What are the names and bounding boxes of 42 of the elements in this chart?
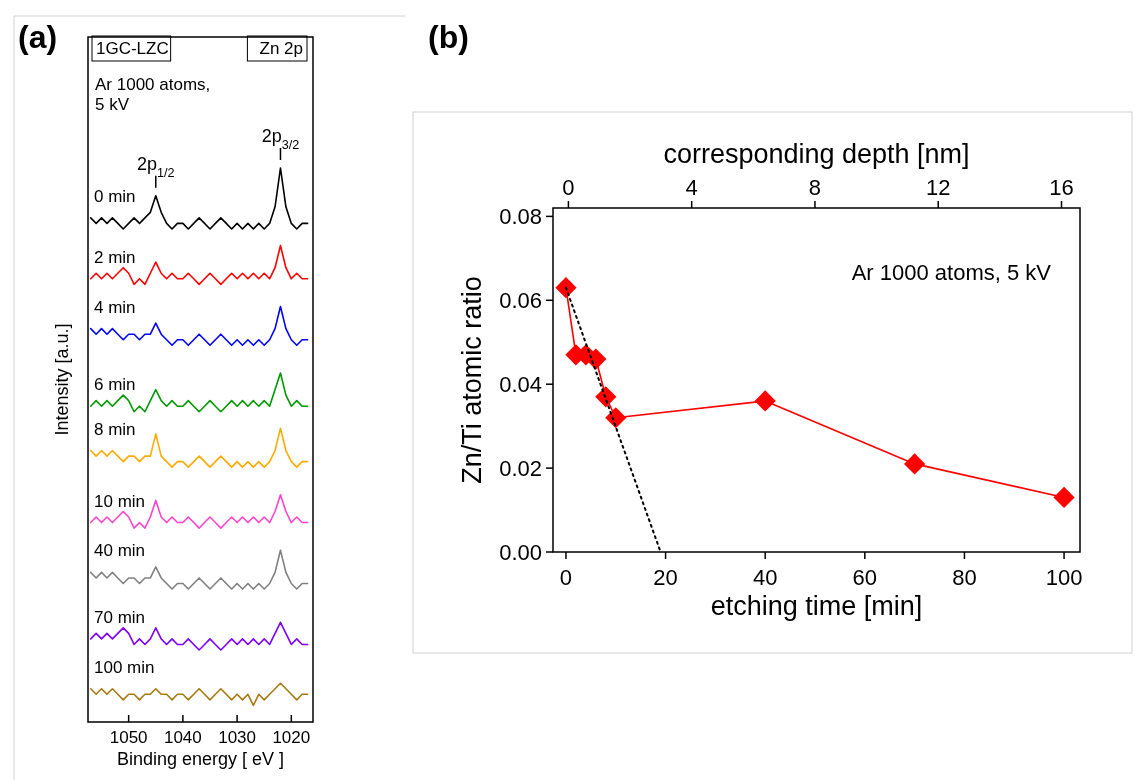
y-tick-label: 0.00 — [499, 539, 542, 565]
x-tick-label: 100 — [1045, 565, 1083, 590]
x-axis-title: etching time [min] — [710, 591, 923, 621]
x-tick-label: 80 — [952, 565, 977, 590]
text: (a) — [18, 19, 58, 55]
series-label: 40 min — [94, 541, 146, 561]
series-label: 2 min — [94, 247, 136, 267]
text: Zn 2p — [259, 39, 303, 58]
series-label: 100 min — [94, 657, 155, 677]
series-label: 0 min — [94, 186, 136, 206]
series-label: 10 min — [94, 491, 146, 511]
series-label: 4 min — [94, 297, 136, 317]
x-tick-label: 1030 — [218, 728, 257, 747]
text: 1GC-LZC — [96, 39, 169, 58]
annotation: 2p$_{3/2}$ — [261, 126, 300, 152]
series-label: 8 min — [94, 419, 136, 439]
x-axis-title: Binding energy [ eV ] — [116, 749, 285, 769]
x2-tick-label: 16 — [1049, 175, 1074, 200]
series-label: 70 min — [94, 607, 146, 627]
text: (b) — [428, 19, 469, 55]
x2-axis-title: corresponding depth [nm] — [663, 139, 970, 169]
x-tick-label: 60 — [852, 565, 878, 590]
x-tick-label: 0 — [559, 565, 573, 590]
x2-tick-label: 12 — [925, 175, 951, 200]
y-axis-title: Zn/Ti atomic ratio — [457, 276, 487, 484]
y-tick-label: 0.04 — [499, 371, 542, 397]
x-tick-label: 1040 — [163, 728, 202, 747]
y-axis-title: Intensity [a.u.] — [52, 323, 72, 436]
annotation: Ar 1000 atoms, 5 kV — [851, 260, 1052, 285]
x-tick-label: 1050 — [109, 728, 148, 747]
y-tick-label: 0.06 — [499, 287, 542, 313]
x2-tick-label: 4 — [685, 175, 698, 200]
y-tick-label: 0.08 — [499, 204, 542, 230]
series-label: 6 min — [94, 375, 136, 395]
x2-tick-label: 8 — [808, 175, 822, 200]
x2-tick-label: 0 — [562, 175, 575, 200]
annotation: 2p$_{1/2}$ — [137, 153, 175, 180]
x-tick-label: 20 — [653, 565, 678, 590]
x-tick-label: 1020 — [272, 728, 311, 747]
y-tick-label: 0.02 — [499, 455, 542, 481]
x-tick-label: 40 — [752, 565, 778, 590]
text: Ar 1000 atoms, 5 kV — [95, 75, 211, 115]
